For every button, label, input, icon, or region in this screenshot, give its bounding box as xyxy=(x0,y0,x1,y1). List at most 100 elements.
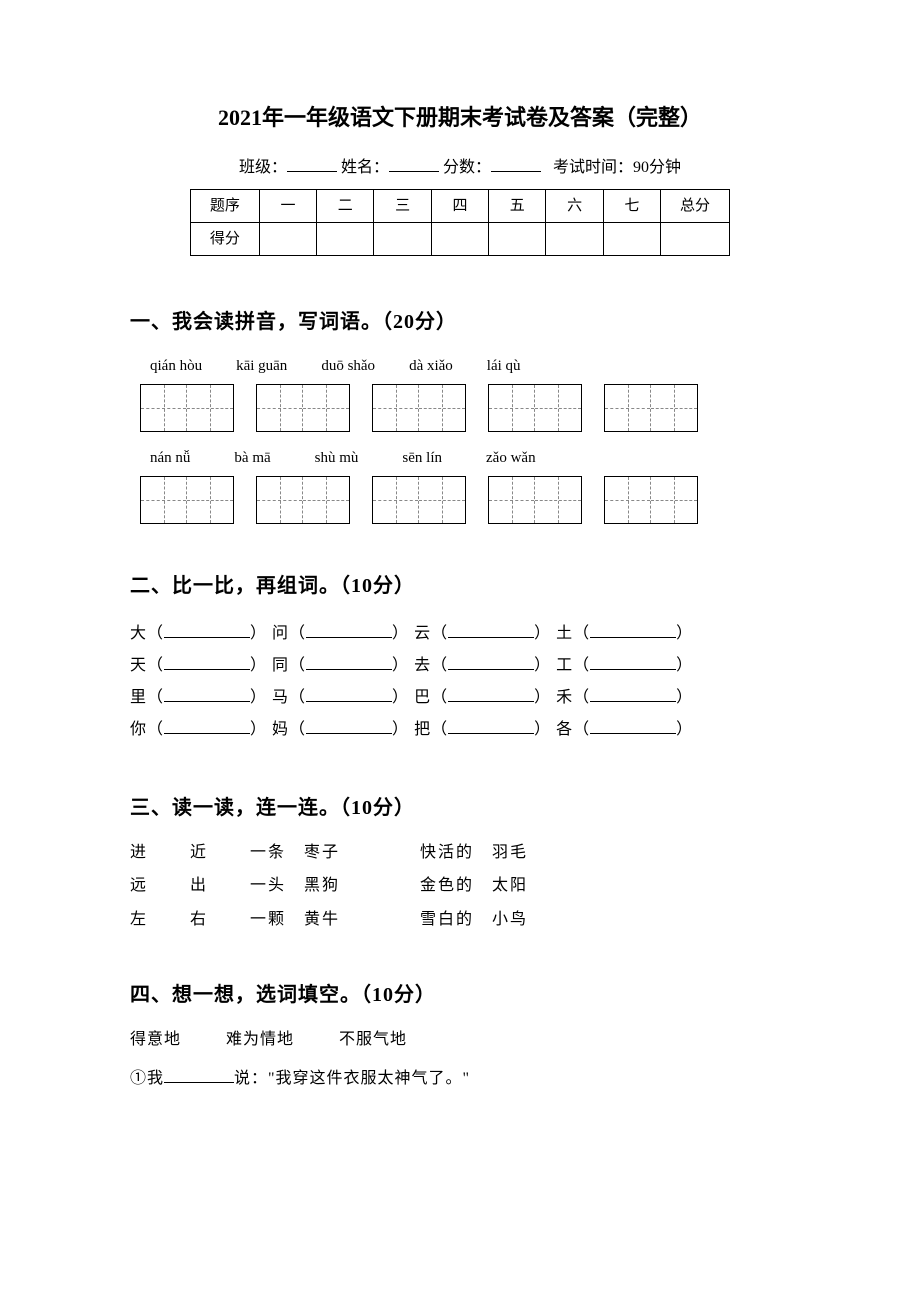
word-options: 得意地 难为情地 不服气地 xyxy=(130,1027,790,1053)
class-blank[interactable] xyxy=(287,156,337,172)
section3-heading: 三、读一读，连一连。（10分） xyxy=(130,792,790,824)
match-area: 进 近 一条 枣子 快活的 羽毛 远 出 一头 黑狗 金色的 太阳 左 右 一颗… xyxy=(130,840,790,933)
fill-blank[interactable] xyxy=(306,622,392,638)
match-pair: 金色的 太阳 xyxy=(420,873,590,899)
pinyin: nán nǚ xyxy=(150,446,190,470)
cell: 总分 xyxy=(661,189,730,222)
fill-blank[interactable] xyxy=(590,718,676,734)
match-row: 远 出 一头 黑狗 金色的 太阳 xyxy=(130,873,790,899)
match-pair: 一条 枣子 xyxy=(250,840,420,866)
pinyin-row: nán nǚ bà mā shù mù sēn lín zǎo wǎn xyxy=(150,446,790,470)
header-info: 班级： 姓名： 分数： 考试时间：90分钟 xyxy=(130,155,790,181)
cell: 六 xyxy=(546,189,603,222)
char-grid[interactable] xyxy=(604,476,698,524)
char-grid[interactable] xyxy=(372,384,466,432)
section2-heading: 二、比一比，再组词。（10分） xyxy=(130,570,790,602)
char-grid[interactable] xyxy=(372,476,466,524)
section1-heading: 一、我会读拼音，写词语。（20分） xyxy=(130,306,790,338)
time-label: 考试时间：90分钟 xyxy=(553,159,681,176)
word-line: 里（） 马（） 巴（） 禾（） xyxy=(130,682,790,714)
char-grid[interactable] xyxy=(604,384,698,432)
word-line: 大（） 问（） 云（） 土（） xyxy=(130,618,790,650)
fill-blank[interactable] xyxy=(590,686,676,702)
fill-blank[interactable] xyxy=(448,718,534,734)
sentence-suffix: 说："我穿这件衣服太神气了。" xyxy=(234,1070,470,1087)
cell: 四 xyxy=(431,189,488,222)
match-pair: 一颗 黄牛 xyxy=(250,907,420,933)
table-row: 题序 一 二 三 四 五 六 七 总分 xyxy=(191,189,730,222)
pinyin: bà mā xyxy=(234,446,270,470)
match-pair: 远 出 xyxy=(130,873,250,899)
pinyin: dà xiǎo xyxy=(409,354,453,378)
grid-row xyxy=(140,476,790,524)
score-table: 题序 一 二 三 四 五 六 七 总分 得分 xyxy=(190,189,730,256)
fill-blank[interactable] xyxy=(164,654,250,670)
cell-blank[interactable] xyxy=(317,222,374,255)
fill-blank[interactable] xyxy=(164,1067,234,1083)
word-line: 天（） 同（） 去（） 工（） xyxy=(130,650,790,682)
fill-blank[interactable] xyxy=(306,654,392,670)
cell-blank[interactable] xyxy=(431,222,488,255)
match-pair: 快活的 羽毛 xyxy=(420,840,590,866)
char-grid[interactable] xyxy=(488,476,582,524)
pinyin: sēn lín xyxy=(402,446,442,470)
sentence-prefix: ①我 xyxy=(130,1070,164,1087)
word-line: 你（） 妈（） 把（） 各（） xyxy=(130,714,790,746)
cell: 一 xyxy=(259,189,316,222)
pinyin: kāi guān xyxy=(236,354,287,378)
fill-blank[interactable] xyxy=(590,622,676,638)
match-row: 进 近 一条 枣子 快活的 羽毛 xyxy=(130,840,790,866)
cell-blank[interactable] xyxy=(546,222,603,255)
fill-blank[interactable] xyxy=(164,686,250,702)
match-pair: 一头 黑狗 xyxy=(250,873,420,899)
fill-blank[interactable] xyxy=(306,718,392,734)
match-pair: 进 近 xyxy=(130,840,250,866)
score-blank[interactable] xyxy=(491,156,541,172)
cell-blank[interactable] xyxy=(603,222,660,255)
pinyin: duō shǎo xyxy=(321,354,375,378)
option: 得意地 xyxy=(130,1031,181,1048)
fill-blank[interactable] xyxy=(448,654,534,670)
char-grid[interactable] xyxy=(140,384,234,432)
sentence: ①我 说："我穿这件衣服太神气了。" xyxy=(130,1066,790,1092)
char-grid[interactable] xyxy=(256,476,350,524)
fill-blank[interactable] xyxy=(590,654,676,670)
match-pair: 雪白的 小鸟 xyxy=(420,907,590,933)
grid-row xyxy=(140,384,790,432)
option: 不服气地 xyxy=(339,1031,407,1048)
char-grid[interactable] xyxy=(488,384,582,432)
char-grid[interactable] xyxy=(256,384,350,432)
compare-words: 大（） 问（） 云（） 土（） 天（） 同（） 去（） 工（） 里（） 马（） … xyxy=(130,618,790,746)
cell-blank[interactable] xyxy=(661,222,730,255)
cell: 七 xyxy=(603,189,660,222)
cell-label: 得分 xyxy=(191,222,260,255)
name-label: 姓名： xyxy=(341,159,389,176)
cell: 二 xyxy=(317,189,374,222)
fill-blank[interactable] xyxy=(306,686,392,702)
name-blank[interactable] xyxy=(389,156,439,172)
pinyin: shù mù xyxy=(315,446,359,470)
section4-heading: 四、想一想，选词填空。（10分） xyxy=(130,979,790,1011)
cell-blank[interactable] xyxy=(489,222,546,255)
fill-blank[interactable] xyxy=(164,718,250,734)
score-label: 分数： xyxy=(443,159,491,176)
char-grid[interactable] xyxy=(140,476,234,524)
cell: 五 xyxy=(489,189,546,222)
class-label: 班级： xyxy=(239,159,287,176)
exam-title: 2021年一年级语文下册期末考试卷及答案（完整） xyxy=(130,100,790,135)
fill-blank[interactable] xyxy=(448,622,534,638)
fill-blank[interactable] xyxy=(164,622,250,638)
cell-blank[interactable] xyxy=(374,222,431,255)
pinyin: qián hòu xyxy=(150,354,202,378)
match-row: 左 右 一颗 黄牛 雪白的 小鸟 xyxy=(130,907,790,933)
cell: 三 xyxy=(374,189,431,222)
pinyin-row: qián hòu kāi guān duō shǎo dà xiǎo lái q… xyxy=(150,354,790,378)
option: 难为情地 xyxy=(226,1031,294,1048)
table-row: 得分 xyxy=(191,222,730,255)
match-pair: 左 右 xyxy=(130,907,250,933)
cell-label: 题序 xyxy=(191,189,260,222)
pinyin: zǎo wǎn xyxy=(486,446,536,470)
pinyin: lái qù xyxy=(487,354,521,378)
fill-blank[interactable] xyxy=(448,686,534,702)
cell-blank[interactable] xyxy=(259,222,316,255)
